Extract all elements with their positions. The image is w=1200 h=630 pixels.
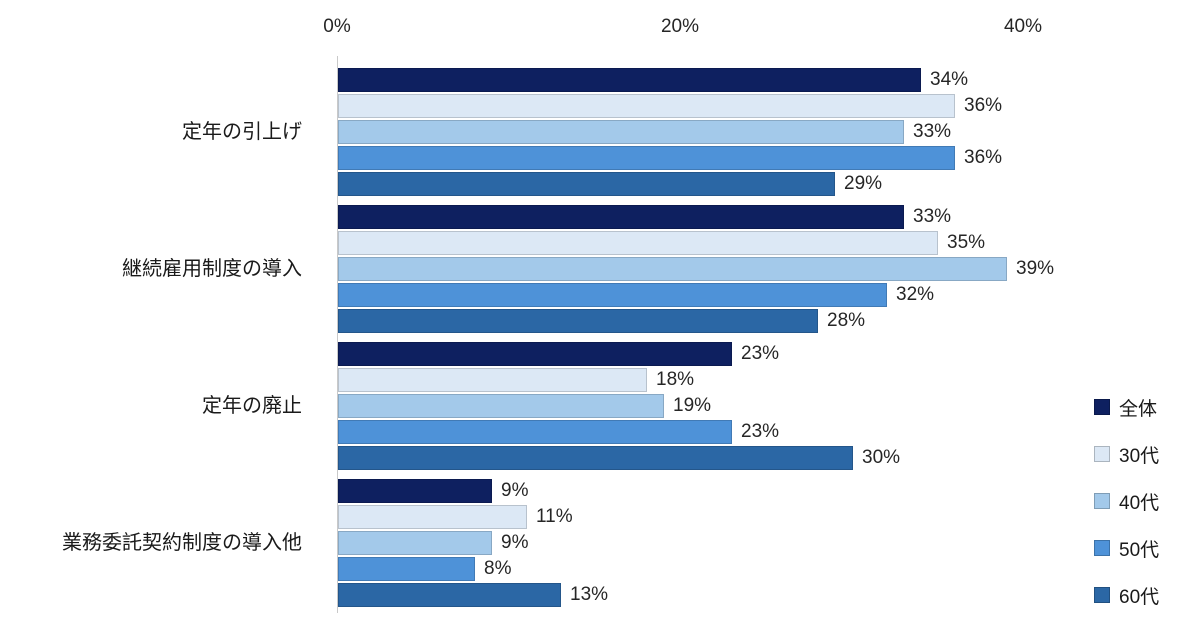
category-label: 定年の引上げ (182, 121, 302, 143)
bar-全体 (338, 479, 492, 503)
bar-30代 (338, 94, 955, 118)
bar-50代 (338, 557, 475, 581)
bar-value-label: 19% (673, 395, 712, 416)
bar-50代 (338, 146, 955, 170)
legend-label: 50代 (1119, 539, 1160, 561)
legend-item-60代: 60代 (1094, 585, 1159, 608)
bar-value-label: 39% (1016, 258, 1055, 279)
bar-全体 (338, 205, 904, 229)
bar-30代 (338, 231, 938, 255)
legend-label: 30代 (1119, 445, 1160, 467)
bar-30代 (338, 505, 527, 529)
bar-value-label: 11% (536, 506, 573, 527)
legend-label: 60代 (1119, 586, 1160, 608)
bar-60代 (338, 172, 835, 196)
x-tick-0%: 0% (323, 16, 351, 37)
bar-50代 (338, 420, 732, 444)
bar-row-50代: 36% (338, 146, 1002, 170)
bar-30代 (338, 368, 647, 392)
bar-row-30代: 18% (338, 368, 900, 392)
bar-全体 (338, 68, 921, 92)
bar-row-30代: 35% (338, 231, 1054, 255)
bar-row-60代: 29% (338, 172, 1002, 196)
legend-swatch-icon (1094, 587, 1110, 603)
category-label: 業務委託契約制度の導入他 (62, 532, 302, 554)
bar-value-label: 9% (501, 480, 529, 501)
bar-row-50代: 23% (338, 420, 900, 444)
bar-group-1: 継続雇用制度の導入 33% 35% 39% 32% 28% (0, 205, 1200, 333)
bar-row-全体: 33% (338, 205, 1054, 229)
bar-40代 (338, 257, 1007, 281)
bar-60代 (338, 583, 561, 607)
bar-row-40代: 19% (338, 394, 900, 418)
bars: 23% 18% 19% 23% 30% (338, 342, 900, 470)
bars: 33% 35% 39% 32% 28% (338, 205, 1054, 333)
bar-60代 (338, 446, 853, 470)
legend-swatch-icon (1094, 399, 1110, 415)
bar-value-label: 30% (862, 447, 901, 468)
bar-row-60代: 13% (338, 583, 608, 607)
legend-item-全体: 全体 (1094, 397, 1159, 420)
bar-value-label: 35% (947, 232, 986, 253)
x-tick-40%: 40% (1003, 16, 1043, 37)
bar-40代 (338, 120, 904, 144)
bar-row-30代: 11% (338, 505, 608, 529)
bar-row-50代: 8% (338, 557, 608, 581)
bar-row-全体: 34% (338, 68, 1002, 92)
bar-value-label: 28% (827, 310, 866, 331)
zero-baseline (337, 56, 338, 613)
plot-area: 定年の引上げ 34% 36% 33% 36% 29% 継続雇用制度の導入 33% 35% 39% 3… (0, 68, 1200, 616)
bar-group-2: 定年の廃止 23% 18% 19% 23% 30% (0, 342, 1200, 470)
legend-swatch-icon (1094, 540, 1110, 556)
bar-value-label: 33% (913, 206, 952, 227)
bar-value-label: 34% (930, 69, 969, 90)
bar-group-0: 定年の引上げ 34% 36% 33% 36% 29% (0, 68, 1200, 196)
category-label: 継続雇用制度の導入 (122, 258, 302, 280)
bar-value-label: 33% (913, 121, 952, 142)
bar-row-全体: 9% (338, 479, 608, 503)
bar-40代 (338, 394, 664, 418)
legend-label: 40代 (1119, 492, 1160, 514)
bar-value-label: 13% (570, 584, 609, 605)
legend-item-50代: 50代 (1094, 538, 1159, 561)
bar-row-60代: 28% (338, 309, 1054, 333)
bar-value-label: 18% (656, 369, 695, 390)
legend-label: 全体 (1119, 398, 1158, 420)
bar-value-label: 36% (964, 95, 1003, 116)
legend: 全体 30代 40代 50代 60代 (1094, 397, 1159, 608)
bar-value-label: 32% (896, 284, 935, 305)
x-tick-20%: 20% (660, 16, 700, 37)
bar-value-label: 23% (741, 343, 780, 364)
bar-value-label: 8% (484, 558, 512, 579)
bar-50代 (338, 283, 887, 307)
bar-40代 (338, 531, 492, 555)
bar-row-60代: 30% (338, 446, 900, 470)
bar-row-30代: 36% (338, 94, 1002, 118)
legend-item-40代: 40代 (1094, 491, 1159, 514)
legend-item-30代: 30代 (1094, 444, 1159, 467)
bar-value-label: 29% (844, 173, 883, 194)
bar-value-label: 36% (964, 147, 1003, 168)
bar-row-40代: 39% (338, 257, 1054, 281)
legend-swatch-icon (1094, 493, 1110, 509)
bars: 9% 11% 9% 8% 13% (338, 479, 608, 607)
bar-row-40代: 33% (338, 120, 1002, 144)
bar-value-label: 9% (501, 532, 529, 553)
bar-60代 (338, 309, 818, 333)
bar-row-全体: 23% (338, 342, 900, 366)
bar-row-50代: 32% (338, 283, 1054, 307)
bars: 34% 36% 33% 36% 29% (338, 68, 1002, 196)
bar-value-label: 23% (741, 421, 780, 442)
category-label: 定年の廃止 (202, 395, 302, 417)
bar-全体 (338, 342, 732, 366)
bar-group-3: 業務委託契約制度の導入他 9% 11% 9% 8% 13% (0, 479, 1200, 607)
bar-row-40代: 9% (338, 531, 608, 555)
legend-swatch-icon (1094, 446, 1110, 462)
